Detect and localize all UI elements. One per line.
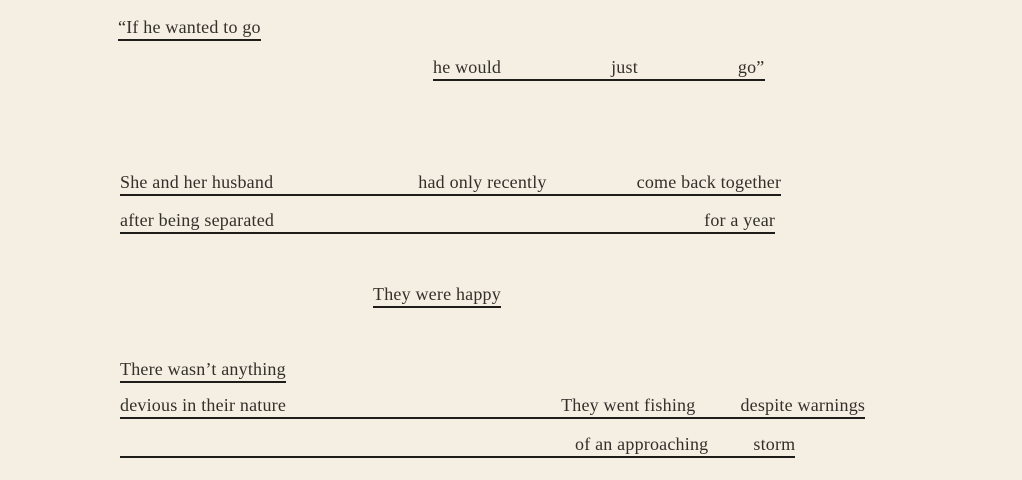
blank-underline	[286, 395, 562, 419]
poem-line: devious in their nature They went fishing…	[120, 395, 866, 419]
poem-text-segment: he would	[433, 57, 502, 81]
poem-line: There wasn’t anything	[120, 359, 286, 383]
poem-text-segment: after being separated	[120, 210, 275, 234]
blank-underline	[120, 434, 575, 458]
poem-text-segment: They were happy	[373, 284, 501, 308]
blank-underline	[708, 434, 754, 458]
poem-text-segment: She and her husband	[120, 172, 274, 196]
poem-text-segment: had only recently	[418, 172, 547, 196]
poem-text-segment: of an approaching	[575, 434, 709, 458]
poem-line: “If he wanted to go	[118, 17, 261, 41]
poem-text-segment: devious in their nature	[120, 395, 287, 419]
poem-text-segment: go”	[737, 57, 765, 81]
poem-line: of an approaching storm	[120, 434, 796, 458]
poem-text-segment: despite warnings	[740, 395, 866, 419]
poem-line: They were happy	[373, 284, 501, 308]
blank-underline	[637, 57, 738, 81]
poem-line: he would just go”	[433, 57, 765, 81]
poem-text-segment: come back together	[636, 172, 782, 196]
blank-underline	[274, 210, 705, 234]
poem-text-segment: storm	[753, 434, 796, 458]
poem-line: after being separated for a year	[120, 210, 776, 234]
blank-underline	[273, 172, 419, 196]
poem-text-segment: just	[611, 57, 638, 81]
poem-text-segment: They went fishing	[561, 395, 696, 419]
poem-text-segment: “If he wanted to go	[118, 17, 261, 41]
poem-text-segment: for a year	[704, 210, 776, 234]
poem-line: She and her husband had only recently come…	[120, 172, 782, 196]
poem-text-segment: There wasn’t anything	[120, 359, 286, 383]
blank-underline	[546, 172, 637, 196]
blank-underline	[695, 395, 741, 419]
blank-underline	[501, 57, 612, 81]
